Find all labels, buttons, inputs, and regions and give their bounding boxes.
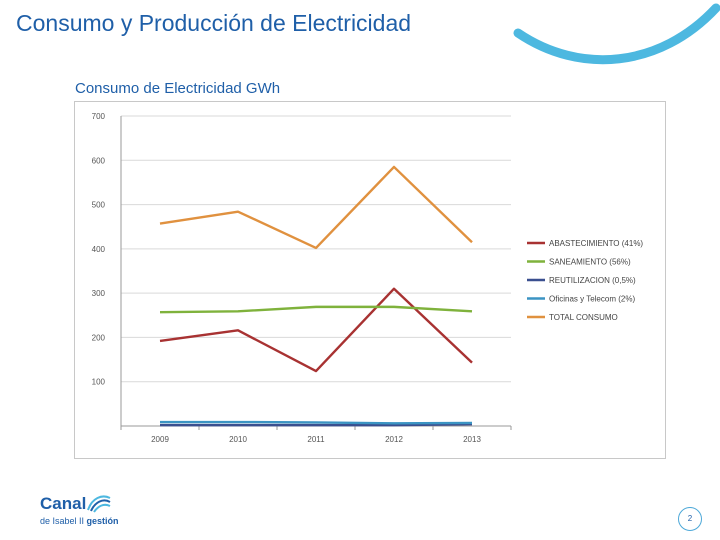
axes: 100 200 300 400 500 600 700 2009 2010 2011 2012 201… bbox=[92, 112, 512, 444]
series-line-4 bbox=[160, 420, 473, 425]
series-line-3 bbox=[160, 423, 473, 427]
decorative-swoosh bbox=[513, 3, 720, 65]
logo-name: Canal bbox=[40, 494, 87, 513]
legend-label-3: REUTILIZACION (0,5%) bbox=[549, 276, 636, 285]
logo-subtitle: de Isabel II gestión bbox=[40, 516, 119, 526]
series-line-1 bbox=[159, 287, 473, 373]
legend: ABASTECIMIENTO (41%) SANEAMIENTO (56%) REU… bbox=[527, 239, 643, 322]
slide-title: Consumo y Producción de Electricidad bbox=[16, 10, 412, 36]
y-tick-label-600: 600 bbox=[92, 156, 106, 165]
logo-subtitle-bold: gestión bbox=[86, 516, 119, 526]
y-tick-label-700: 700 bbox=[92, 112, 106, 121]
series-line-5 bbox=[159, 165, 473, 250]
legend-label-4: Oficinas y Telecom (2%) bbox=[549, 295, 635, 304]
logo-mark-icon bbox=[87, 495, 111, 513]
logo-subtitle-prefix: de Isabel II bbox=[40, 516, 87, 526]
chart-title: Consumo de Electricidad GWh bbox=[75, 80, 281, 97]
legend-label-5: TOTAL CONSUMO bbox=[549, 313, 618, 322]
chart-frame: 100 200 300 400 500 600 700 2009 2010 2011 2012 201… bbox=[74, 101, 666, 459]
x-tick-label-2010: 2010 bbox=[229, 435, 247, 444]
y-tick-label-100: 100 bbox=[92, 378, 106, 387]
x-tick-label-2012: 2012 bbox=[385, 435, 403, 444]
x-tick-label-2011: 2011 bbox=[307, 435, 325, 444]
y-tick-label-400: 400 bbox=[92, 245, 106, 254]
x-tick-label-2009: 2009 bbox=[151, 435, 169, 444]
legend-label-1: ABASTECIMIENTO (41%) bbox=[549, 239, 643, 248]
series-line-2 bbox=[159, 305, 473, 314]
line-chart: 100 200 300 400 500 600 700 2009 2010 2011 2012 201… bbox=[92, 112, 644, 444]
legend-label-2: SANEAMIENTO (56%) bbox=[549, 258, 631, 267]
y-tick-label-200: 200 bbox=[92, 333, 106, 342]
x-tick-label-2013: 2013 bbox=[463, 435, 481, 444]
page-number: 2 bbox=[678, 507, 702, 531]
y-tick-label-500: 500 bbox=[92, 201, 106, 210]
series-lines bbox=[159, 165, 473, 427]
y-tick-label-300: 300 bbox=[92, 289, 106, 298]
